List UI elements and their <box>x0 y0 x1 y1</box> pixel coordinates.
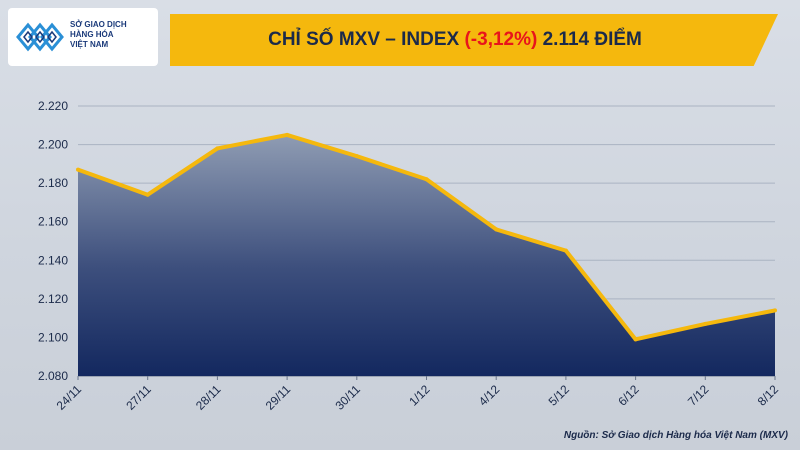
source-note: Nguồn: Sở Giao dịch Hàng hóa Việt Nam (M… <box>563 430 788 441</box>
y-axis-ticks: 2.080 2.100 2.120 2.140 2.160 2.180 2.200 2.220 <box>38 99 68 383</box>
x-tick-label: 7/12 <box>685 382 712 409</box>
mxv-logo-icon <box>16 22 64 52</box>
y-tick-label: 2.140 <box>38 253 68 267</box>
y-tick-label: 2.200 <box>38 138 68 152</box>
x-tick-label: 28/11 <box>193 382 224 413</box>
line-series <box>76 132 777 342</box>
data-point <box>703 321 708 326</box>
data-point <box>633 337 638 342</box>
logo-line-1: SỞ GIAO DỊCH <box>70 20 127 29</box>
area-series <box>78 134 775 376</box>
y-tick-label: 2.180 <box>38 176 68 190</box>
x-tick-label: 6/12 <box>615 382 642 409</box>
x-tick-label: 4/12 <box>476 382 503 409</box>
x-tick-label: 5/12 <box>546 382 573 409</box>
area-fill <box>78 134 775 376</box>
mxv-index-chart: 2.080 2.100 2.120 2.140 2.160 2.180 2.200 2.220… <box>38 99 782 413</box>
logo-text: SỞ GIAO DỊCH HÀNG HÓA VIỆT NAM <box>70 20 156 50</box>
mxv-logo: SỞ GIAO DỊCH HÀNG HÓA VIỆT NAM <box>8 8 158 66</box>
chart-title: CHỈ SỐ MXV – INDEX (-3,12%) 2.114 ĐIỂM <box>170 14 740 66</box>
title-band <box>170 14 778 66</box>
logo-line-3: VIỆT NAM <box>70 40 109 49</box>
x-tick-label: 29/11 <box>263 382 294 413</box>
header: SỞ GIAO DỊCH HÀNG HÓA VIỆT NAM CHỈ SỐ MX… <box>0 0 800 72</box>
x-tick-label: 30/11 <box>332 382 363 413</box>
logo-line-2: HÀNG HÓA <box>70 30 114 39</box>
x-tick-label: 8/12 <box>755 382 782 409</box>
data-point <box>424 177 429 182</box>
x-axis-ticks: 24/11 27/11 28/11 29/11 30/11 1/12 4/12 5/12 6/1… <box>54 376 782 413</box>
data-point <box>773 308 777 313</box>
y-tick-label: 2.120 <box>38 292 68 306</box>
y-tick-label: 2.160 <box>38 215 68 229</box>
title-change: (-3,12%) <box>464 29 538 50</box>
data-point <box>354 154 359 159</box>
data-point <box>76 167 80 172</box>
data-point <box>563 248 568 253</box>
data-point <box>285 132 290 137</box>
title-suffix: 2.114 ĐIỂM <box>537 29 642 50</box>
y-tick-label: 2.080 <box>38 369 68 383</box>
title-prefix: CHỈ SỐ MXV – INDEX <box>268 29 465 50</box>
y-tick-label: 2.220 <box>38 99 68 113</box>
data-point <box>145 192 150 197</box>
data-point <box>215 146 220 151</box>
x-tick-label: 27/11 <box>123 382 154 413</box>
x-tick-label: 1/12 <box>406 382 433 409</box>
data-point <box>494 227 499 232</box>
x-tick-label: 24/11 <box>54 382 85 413</box>
y-tick-label: 2.100 <box>38 330 68 344</box>
